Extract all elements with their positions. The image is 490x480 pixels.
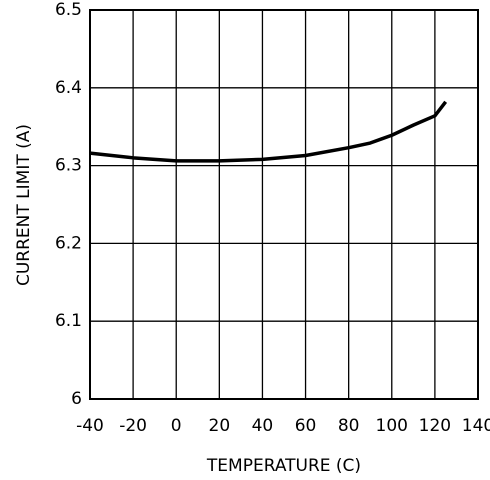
y-tick-label: 6.3 xyxy=(55,156,82,176)
x-tick-label: -40 xyxy=(76,416,104,436)
x-tick-label: 0 xyxy=(171,416,182,436)
x-tick-label: 140 xyxy=(462,416,490,436)
x-tick-label: 20 xyxy=(209,416,231,436)
x-axis-label: TEMPERATURE (C) xyxy=(206,456,361,476)
x-tick-label: 80 xyxy=(338,416,360,436)
x-tick-label: 60 xyxy=(295,416,317,436)
x-tick-label: 40 xyxy=(252,416,274,436)
y-tick-label: 6 xyxy=(71,389,82,409)
data-line xyxy=(89,100,448,163)
y-tick-label: 6.2 xyxy=(55,233,82,253)
x-tick-label: 120 xyxy=(419,416,451,436)
y-tick-label: 6.5 xyxy=(55,0,82,20)
y-tick-label: 6.1 xyxy=(55,311,82,331)
plot-frame xyxy=(89,9,479,400)
x-tick-label: -20 xyxy=(119,416,147,436)
x-tick-label: 100 xyxy=(376,416,408,436)
y-axis-label: CURRENT LIMIT (A) xyxy=(14,124,34,286)
y-tick-label: 6.4 xyxy=(55,78,82,98)
